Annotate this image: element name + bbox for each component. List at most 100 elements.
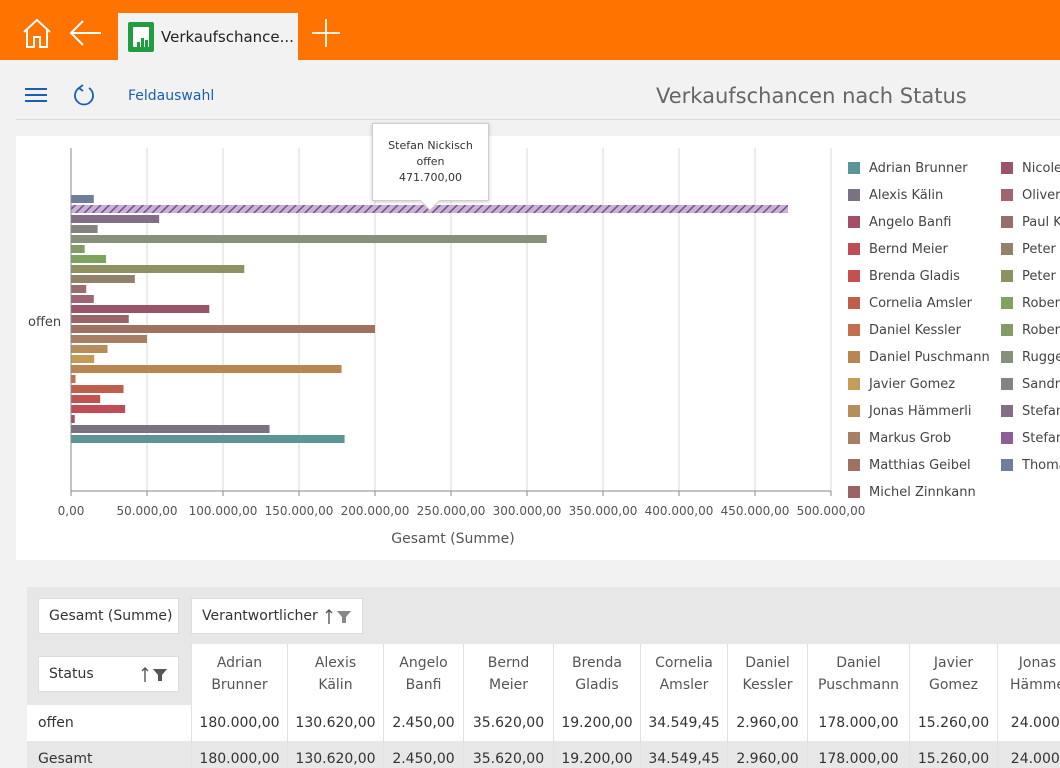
sort-arrow-up-icon[interactable] <box>325 609 333 625</box>
sort-arrow-up-icon[interactable] <box>141 667 149 683</box>
bar-stefan[interactable] <box>71 215 160 223</box>
legend-label: Adrian Brunner <box>869 160 968 176</box>
table-cell: 178.000,00 <box>807 741 909 768</box>
column-header[interactable]: Jonas Hämme <box>997 644 1060 705</box>
column-header-line: Kessler <box>742 677 793 693</box>
x-tick-label: 450.000,00 <box>721 504 790 518</box>
column-header-line: Amsler <box>659 677 709 693</box>
legend-item[interactable]: Peter G <box>1001 239 1060 259</box>
bar-daniel-puschmann[interactable] <box>71 365 342 373</box>
new-tab-button[interactable] <box>306 13 346 53</box>
legend-item[interactable]: Adrian Brunner <box>848 158 968 178</box>
column-header-line: Gomez <box>928 677 978 693</box>
bar-bernd-meier[interactable] <box>71 405 126 413</box>
legend-item[interactable]: Matthias Geibel <box>848 455 971 475</box>
bar-paul-k[interactable] <box>71 285 87 293</box>
bar-oliver-k[interactable] <box>71 295 94 303</box>
bar-michel-zinnkann[interactable] <box>71 315 129 323</box>
column-header[interactable]: Adrian Brunner <box>191 644 287 705</box>
bar-angelo-banfi[interactable] <box>71 415 75 423</box>
column-field-pill[interactable]: Verantwortlicher <box>191 598 363 634</box>
column-field-label: Verantwortlicher <box>202 608 318 624</box>
x-tick-label: 500.000,00 <box>797 504 866 518</box>
column-header[interactable]: Bernd Meier <box>463 644 553 705</box>
legend-item[interactable]: Javier Gomez <box>848 374 955 394</box>
legend-item[interactable]: Angelo Banfi <box>848 212 951 232</box>
bar-brenda-gladis[interactable] <box>71 395 101 403</box>
legend-item[interactable]: Daniel Kessler <box>848 320 961 340</box>
column-header[interactable]: Alexis Kälin <box>287 644 383 705</box>
legend-item[interactable]: Robert <box>1001 293 1060 313</box>
bar-jonas-hämmerli[interactable] <box>71 345 108 353</box>
column-header-line: Brunner <box>211 677 268 693</box>
bar-nicole[interactable] <box>71 305 210 313</box>
legend-item[interactable]: Bernd Meier <box>848 239 948 259</box>
tab-verkaufschancen[interactable]: Verkaufschance... <box>118 13 298 60</box>
legend-swatch <box>848 162 860 174</box>
bar-matthias-geibel[interactable] <box>71 325 375 333</box>
legend-label: Stefan <box>1022 430 1060 446</box>
legend-item[interactable]: Michel Zinnkann <box>848 482 976 502</box>
bar-daniel-kessler[interactable] <box>71 375 76 383</box>
measure-pill[interactable]: Gesamt (Summe) <box>38 598 179 634</box>
table-cell: 178.000,00 <box>807 705 909 741</box>
legend-item[interactable]: Sandra <box>1001 374 1060 394</box>
table-cell: 15.260,00 <box>909 741 997 768</box>
legend-label: Brenda Gladis <box>869 268 960 284</box>
bar-thomas[interactable] <box>71 195 94 203</box>
legend-item[interactable]: Oliver K <box>1001 185 1060 205</box>
table-cell: 35.620,00 <box>463 705 553 741</box>
bar-robert[interactable] <box>71 245 85 253</box>
table-cell: 24.000, <box>997 741 1060 768</box>
legend-item[interactable]: Paul K <box>1001 212 1060 232</box>
tab-title: Verkaufschance... <box>161 27 294 46</box>
bar-peter-g[interactable] <box>71 265 245 273</box>
legend-item[interactable]: Markus Grob <box>848 428 951 448</box>
filter-icon[interactable] <box>152 667 168 683</box>
bar-sandra[interactable] <box>71 225 98 233</box>
column-header[interactable]: Javier Gomez <box>909 644 997 705</box>
column-header[interactable]: Angelo Banfi <box>383 644 463 705</box>
column-header[interactable]: Daniel Puschmann <box>807 644 909 705</box>
bar-rugge[interactable] <box>71 235 547 243</box>
column-header[interactable]: Daniel Kessler <box>727 644 807 705</box>
legend-item[interactable]: Nicole <box>1001 158 1060 178</box>
legend-label: Rugge <box>1022 349 1060 365</box>
bar-robert[interactable] <box>71 255 106 263</box>
filter-icon[interactable] <box>336 609 352 625</box>
bar-alexis-kälin[interactable] <box>71 425 270 433</box>
column-header-line: Daniel <box>836 655 881 671</box>
legend-item[interactable]: Rugge <box>1001 347 1060 367</box>
bar-markus-grob[interactable] <box>71 335 147 343</box>
legend-item[interactable]: Cornelia Amsler <box>848 293 972 313</box>
hamburger-menu-icon[interactable] <box>25 88 47 106</box>
back-button[interactable] <box>65 13 105 53</box>
column-header[interactable]: Cornelia Amsler <box>640 644 727 705</box>
legend-item[interactable]: Thoma <box>1001 455 1060 475</box>
legend-item[interactable]: Brenda Gladis <box>848 266 960 286</box>
legend-item[interactable]: Robert <box>1001 320 1060 340</box>
row-field-pill[interactable]: Status <box>38 656 179 692</box>
chart-legend: Adrian Brunner Alexis Kälin Angelo Banfi Be… <box>848 158 1060 508</box>
bar-peter-g[interactable] <box>71 275 135 283</box>
x-tick-label: 200.000,00 <box>341 504 410 518</box>
table-cell: 130.620,00 <box>287 741 383 768</box>
column-header[interactable]: Brenda Gladis <box>553 644 640 705</box>
field-selection-link[interactable]: Feldauswahl <box>128 88 215 104</box>
legend-label: Peter G <box>1022 268 1060 284</box>
bar-cornelia-amsler[interactable] <box>71 385 124 393</box>
legend-item[interactable]: Stefan <box>1001 428 1060 448</box>
legend-swatch <box>848 486 860 498</box>
legend-item[interactable]: Stefan <box>1001 401 1060 421</box>
table-cell: 2.960,00 <box>727 741 807 768</box>
legend-item[interactable]: Peter G <box>1001 266 1060 286</box>
legend-item[interactable]: Alexis Kälin <box>848 185 943 205</box>
legend-item[interactable]: Jonas Hämmerli <box>848 401 972 421</box>
legend-swatch <box>1001 189 1013 201</box>
bar-javier-gomez[interactable] <box>71 355 95 363</box>
bar-adrian-brunner[interactable] <box>71 435 345 443</box>
home-button[interactable] <box>17 13 57 53</box>
row-header: Gesamt <box>38 751 93 767</box>
refresh-icon[interactable] <box>72 83 96 107</box>
legend-item[interactable]: Daniel Puschmann <box>848 347 990 367</box>
